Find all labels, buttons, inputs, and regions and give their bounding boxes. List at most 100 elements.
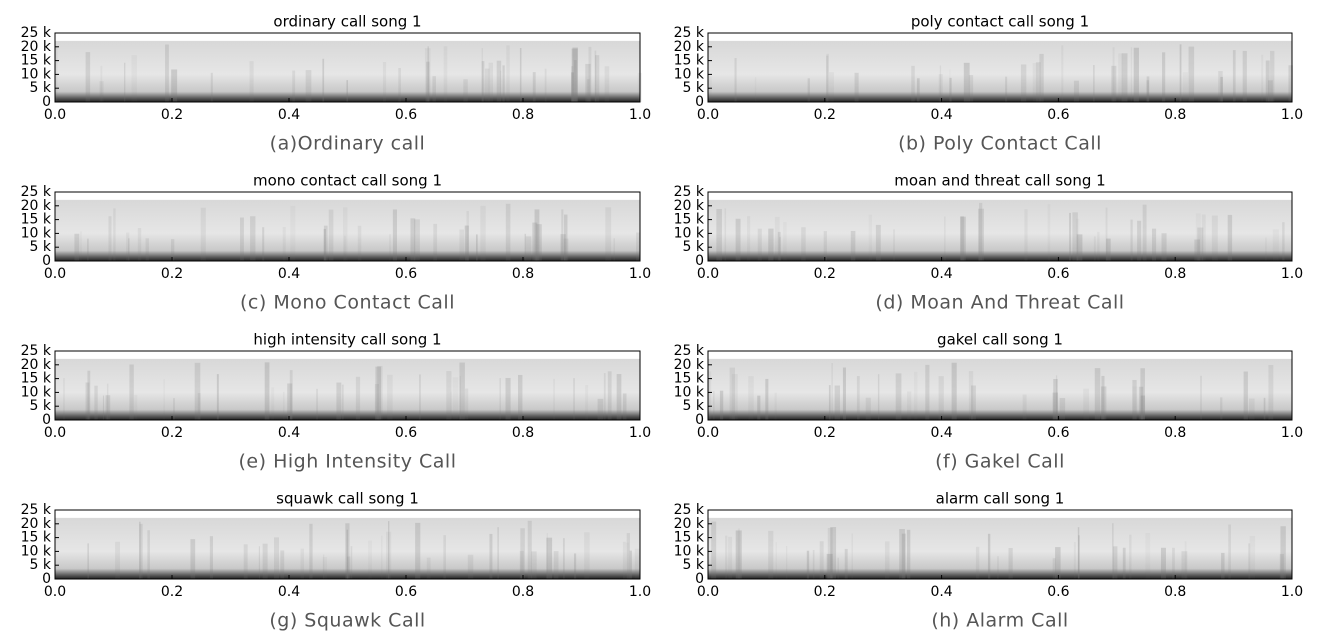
spectrogram-texture xyxy=(264,362,270,420)
spectrogram-texture xyxy=(572,47,578,102)
spectrogram-texture xyxy=(534,209,540,261)
x-tick-label: 1.0 xyxy=(1281,107,1303,123)
spectrogram-texture xyxy=(464,225,469,261)
spectrogram-texture xyxy=(216,374,219,420)
y-tick-label: 20 k xyxy=(674,516,705,532)
y-tick-label: 0 xyxy=(42,571,51,587)
spectrogram-texture xyxy=(518,374,523,420)
spectrogram-texture xyxy=(79,231,82,261)
caption: (h) Alarm Call xyxy=(931,610,1068,632)
spectrogram-texture xyxy=(828,385,831,420)
spectrogram-texture xyxy=(287,383,293,420)
spectrogram-texture xyxy=(137,228,142,261)
spectrogram-texture xyxy=(520,528,525,579)
y-tick-label: 0 xyxy=(695,412,704,428)
spectrogram-texture xyxy=(844,548,848,579)
spectrogram-texture xyxy=(1073,80,1079,102)
caption: (b) Poly Contact Call xyxy=(898,133,1102,155)
spectrogram-texture xyxy=(305,70,312,102)
x-tick-label: 0.8 xyxy=(1164,107,1186,123)
spectrogram-texture xyxy=(828,72,834,102)
y-tick-label: 25 k xyxy=(674,343,705,359)
spectrogram-texture xyxy=(1268,365,1274,420)
spectrogram-texture xyxy=(506,45,510,102)
x-tick-label: 0.8 xyxy=(512,425,534,441)
x-tick-label: 1.0 xyxy=(629,425,651,441)
spectrogram-texture xyxy=(1130,219,1133,261)
x-tick-label: 0.8 xyxy=(1164,584,1186,600)
spectrogram-texture xyxy=(1272,229,1279,261)
spectrogram-texture xyxy=(826,55,829,102)
spectrogram-texture xyxy=(963,62,970,102)
spectrogram-texture xyxy=(842,367,846,420)
spectrogram-texture xyxy=(1220,76,1223,102)
spectrogram-texture xyxy=(139,523,143,579)
spectrogram-texture xyxy=(1140,368,1145,420)
spectrogram-texture xyxy=(466,211,469,261)
spectrogram-texture xyxy=(877,374,880,420)
spectrogram-texture xyxy=(573,378,575,420)
spectrogram-texture xyxy=(496,60,502,102)
y-tick-label: 20 k xyxy=(674,357,705,373)
spectrogram-texture xyxy=(1160,547,1166,579)
spectrogram-texture xyxy=(387,374,393,420)
y-tick-label: 5 k xyxy=(30,239,52,255)
x-tick-label: 1.0 xyxy=(629,266,651,282)
spectrogram-texture xyxy=(1061,45,1064,102)
spectrogram-texture xyxy=(497,527,499,579)
spectrogram-texture xyxy=(392,209,398,261)
x-tick-label: 0.2 xyxy=(161,107,183,123)
spectrogram-texture xyxy=(1279,554,1284,579)
spectrogram-texture xyxy=(626,533,630,579)
spectrogram-texture xyxy=(343,207,348,261)
spectrogram-texture xyxy=(622,541,626,579)
spectrogram-background xyxy=(55,33,640,102)
y-tick-label: 25 k xyxy=(21,184,52,200)
spectrogram-texture xyxy=(1232,50,1236,102)
spectrogram-texture xyxy=(562,538,565,579)
spectrogram-texture xyxy=(826,53,829,102)
spectrogram-texture xyxy=(350,546,353,579)
y-tick-label: 5 k xyxy=(30,557,52,573)
spectrogram-texture xyxy=(997,556,999,579)
spectrogram-texture xyxy=(131,55,137,102)
x-tick-label: 0.4 xyxy=(278,584,300,600)
spectrogram-texture xyxy=(500,70,502,102)
spectrogram-texture xyxy=(724,208,727,261)
y-tick-label: 10 k xyxy=(21,543,52,559)
spectrogram-texture xyxy=(1132,379,1137,420)
spectrogram-texture xyxy=(757,395,761,420)
spectrogram-background xyxy=(55,351,640,420)
spectrogram-texture xyxy=(398,67,401,102)
spectrogram-texture xyxy=(87,543,89,579)
spectrogram-texture xyxy=(375,366,382,420)
spectrogram-texture xyxy=(459,229,464,261)
spectrogram-texture xyxy=(987,533,991,579)
spectrogram-texture xyxy=(914,371,918,420)
spectrogram-texture xyxy=(322,556,328,579)
spectrogram-texture xyxy=(346,80,348,102)
y-tick-label: 0 xyxy=(695,94,704,110)
spectrogram-texture xyxy=(532,72,536,102)
x-tick-label: 0.4 xyxy=(930,425,952,441)
spectrogram-texture xyxy=(1111,65,1117,102)
y-tick-label: 15 k xyxy=(21,371,52,387)
spectrogram-texture xyxy=(1145,533,1151,579)
spectrogram-texture xyxy=(524,233,526,261)
spectrogram-texture xyxy=(1200,375,1202,420)
y-tick-label: 20 k xyxy=(21,39,52,55)
spectrogram-texture xyxy=(1194,239,1200,261)
spectrogram-texture xyxy=(875,224,881,261)
spectrogram-texture xyxy=(170,239,175,261)
caption: (c) Mono Contact Call xyxy=(240,292,455,314)
spectrogram-texture xyxy=(322,58,325,102)
spectrogram-texture xyxy=(85,382,90,420)
spectrogram-texture xyxy=(443,46,448,102)
spectrogram-texture xyxy=(1039,53,1044,102)
spectrogram-texture xyxy=(907,391,912,420)
spectrogram-texture xyxy=(63,378,65,420)
spectrogram-texture xyxy=(113,208,116,261)
spectrogram-texture xyxy=(747,216,751,261)
spectrogram-texture xyxy=(1112,47,1115,102)
